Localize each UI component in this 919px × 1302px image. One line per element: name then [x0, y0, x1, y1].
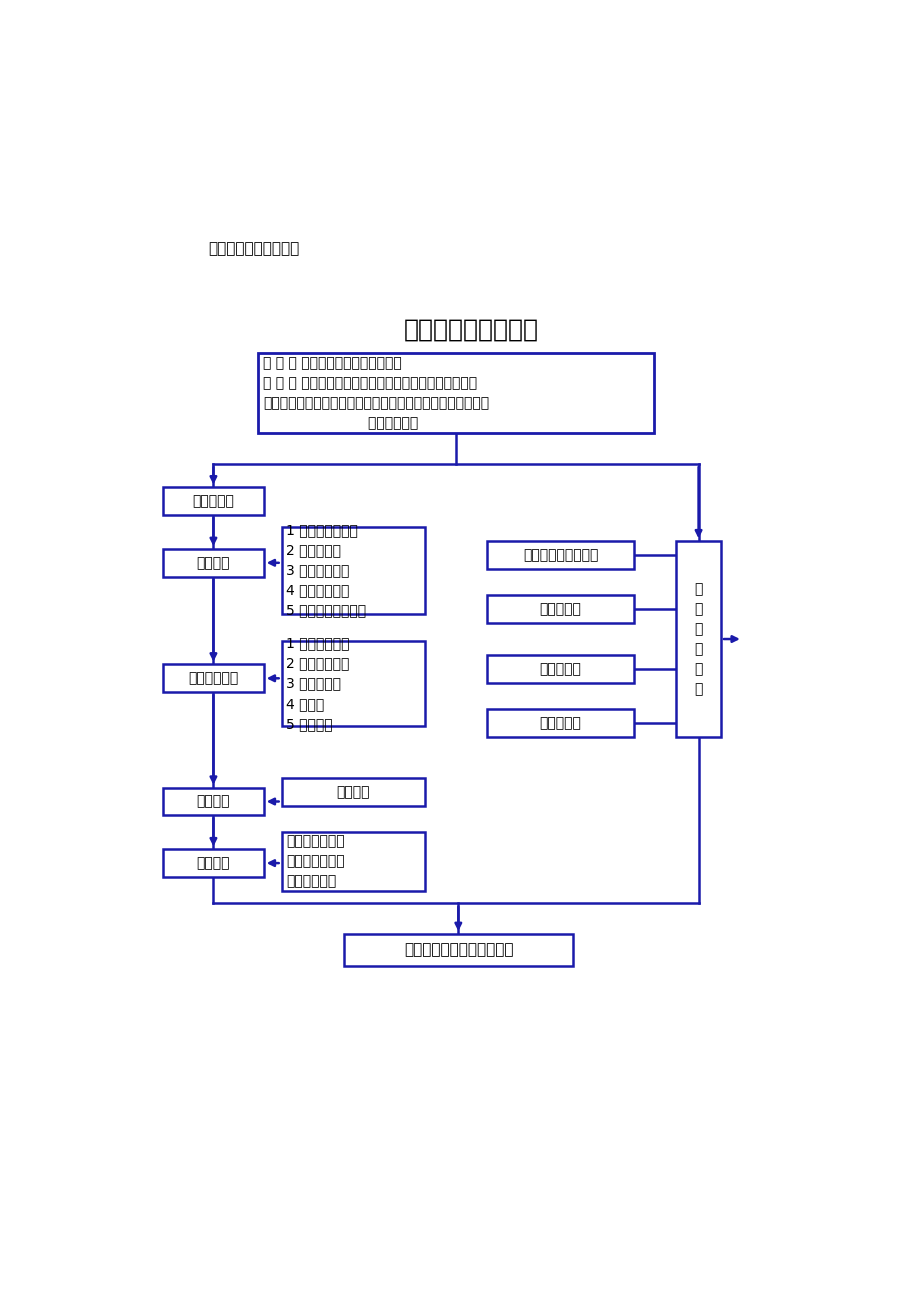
Bar	[486, 542, 633, 569]
Bar	[163, 849, 264, 878]
Bar	[486, 595, 633, 622]
Bar	[163, 664, 264, 693]
Bar	[281, 779, 425, 806]
Text: 安全保证体系框架图: 安全保证体系框架图	[403, 318, 539, 341]
Text: 安全教育: 安全教育	[197, 556, 230, 570]
Text: 逐级上报: 逐级上报	[336, 785, 369, 799]
Text: 安 全 方 针：安全第一，预防为主。
安 全 目 标：杜绝死亡、重大施工事故、重大火灾事故。
安全领导小组：项目经理、安全长、总工、各业务部门领导、
     : 安 全 方 针：安全第一，预防为主。 安 全 目 标：杜绝死亡、重大施工事故、重…	[263, 355, 489, 430]
Text: 开工前检查: 开工前检查	[539, 661, 581, 676]
Text: 奖惩制度: 奖惩制度	[197, 857, 230, 870]
Bar	[675, 542, 720, 737]
Text: 安全保证体系见下图。: 安全保证体系见下图。	[208, 241, 299, 256]
Bar	[163, 487, 264, 516]
Text: 1 新工人三级教育
2 新工艺教育
3 特殊工种培训
4 技术交底教育
5 领导干部安全教育: 1 新工人三级教育 2 新工艺教育 3 特殊工种培训 4 技术交底教育 5 领导…	[286, 523, 366, 617]
Bar	[258, 353, 652, 434]
Text: 总结教训，以利于今后提高: 总结教训，以利于今后提高	[403, 943, 513, 957]
Text: 安全责任制: 安全责任制	[192, 495, 234, 508]
Text: 施工队自检: 施工队自检	[539, 602, 581, 616]
Text: 安
全
监
督
制
度: 安 全 监 督 制 度	[694, 582, 702, 697]
Bar	[344, 934, 573, 966]
Bar	[281, 642, 425, 727]
Bar	[163, 549, 264, 577]
Bar	[281, 832, 425, 891]
Text: 1 班前安全教育
2 周一安全活动
3 交接班制度
4 三检制
5 制度上墙: 1 班前安全教育 2 周一安全活动 3 交接班制度 4 三检制 5 制度上墙	[286, 637, 349, 730]
Text: 事故处理: 事故处理	[197, 794, 230, 809]
Bar	[163, 788, 264, 815]
Text: 项目部安全检查小组: 项目部安全检查小组	[522, 548, 597, 562]
Bar	[486, 710, 633, 737]
Bar	[486, 655, 633, 684]
Text: 项目部月评奖罚
施工队自评奖罚
施工班组自评: 项目部月评奖罚 施工队自评奖罚 施工班组自评	[286, 835, 345, 888]
Text: 班组安全制度: 班组安全制度	[188, 672, 238, 685]
Bar	[281, 527, 425, 613]
Text: 施工中检查: 施工中检查	[539, 716, 581, 730]
